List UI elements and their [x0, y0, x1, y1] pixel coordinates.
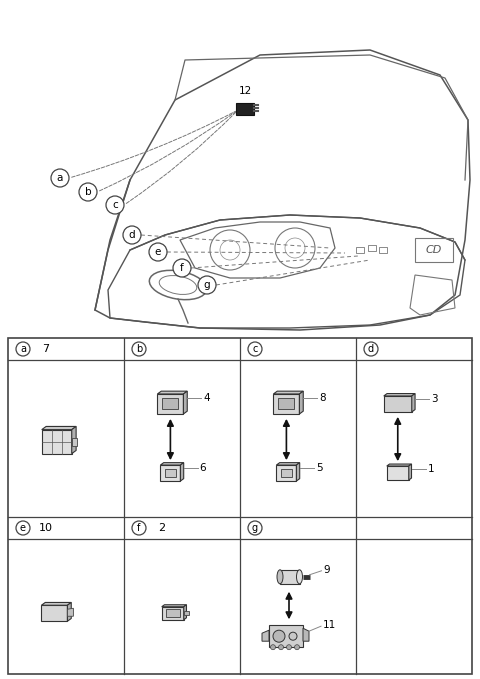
Circle shape — [106, 196, 124, 214]
Bar — [415, 238, 453, 262]
Circle shape — [248, 342, 262, 356]
Polygon shape — [160, 465, 180, 481]
Ellipse shape — [277, 570, 283, 584]
Polygon shape — [72, 426, 76, 454]
Circle shape — [248, 521, 262, 535]
Polygon shape — [387, 466, 409, 480]
Text: d: d — [129, 230, 135, 240]
Bar — [236, 103, 254, 115]
Text: 12: 12 — [239, 86, 252, 96]
Polygon shape — [42, 426, 76, 430]
Text: 4: 4 — [203, 392, 210, 403]
Text: 10: 10 — [39, 523, 53, 533]
Circle shape — [287, 644, 291, 650]
Polygon shape — [184, 611, 189, 615]
Text: c: c — [112, 200, 118, 210]
Ellipse shape — [297, 570, 302, 584]
Bar — [8, 338, 472, 674]
Polygon shape — [42, 430, 72, 454]
Bar — [368, 245, 376, 251]
Circle shape — [123, 226, 141, 244]
Circle shape — [271, 644, 276, 650]
Circle shape — [289, 632, 297, 640]
Circle shape — [273, 630, 285, 642]
Polygon shape — [162, 607, 184, 620]
Polygon shape — [276, 462, 300, 465]
Text: 8: 8 — [319, 392, 326, 403]
Circle shape — [79, 183, 97, 201]
Bar — [356, 247, 364, 253]
Polygon shape — [281, 469, 292, 477]
Polygon shape — [274, 394, 300, 414]
Circle shape — [16, 521, 30, 535]
Bar — [379, 247, 387, 253]
Text: e: e — [20, 523, 26, 533]
Text: 2: 2 — [158, 523, 166, 533]
Circle shape — [51, 169, 69, 187]
Polygon shape — [280, 570, 300, 584]
Polygon shape — [165, 469, 176, 477]
Circle shape — [198, 276, 216, 294]
Text: g: g — [252, 523, 258, 533]
Polygon shape — [274, 391, 303, 394]
Text: d: d — [368, 344, 374, 354]
Polygon shape — [296, 462, 300, 481]
Circle shape — [132, 521, 146, 535]
Polygon shape — [184, 605, 186, 620]
Text: f: f — [137, 523, 141, 533]
Polygon shape — [269, 625, 303, 647]
Polygon shape — [278, 399, 294, 409]
Polygon shape — [67, 602, 71, 621]
Polygon shape — [157, 391, 187, 394]
Circle shape — [149, 243, 167, 261]
Text: 6: 6 — [200, 463, 206, 473]
Text: 5: 5 — [316, 463, 323, 473]
Text: 3: 3 — [431, 394, 438, 404]
Polygon shape — [276, 465, 296, 481]
Text: 11: 11 — [323, 620, 336, 630]
Polygon shape — [162, 605, 186, 607]
Circle shape — [132, 342, 146, 356]
Text: c: c — [252, 344, 258, 354]
Text: 7: 7 — [42, 344, 49, 354]
Polygon shape — [409, 464, 411, 480]
Circle shape — [173, 259, 191, 277]
Polygon shape — [166, 609, 180, 617]
Polygon shape — [41, 605, 67, 621]
Polygon shape — [262, 630, 269, 641]
Circle shape — [364, 342, 378, 356]
Polygon shape — [162, 399, 179, 409]
Text: b: b — [84, 187, 91, 197]
Text: b: b — [136, 344, 142, 354]
Text: g: g — [204, 280, 210, 290]
Text: CD: CD — [426, 245, 442, 255]
Text: f: f — [180, 263, 184, 273]
Polygon shape — [72, 438, 77, 445]
Polygon shape — [67, 608, 73, 617]
Circle shape — [278, 644, 284, 650]
Polygon shape — [387, 464, 411, 466]
Polygon shape — [157, 394, 183, 414]
Polygon shape — [41, 602, 71, 605]
Polygon shape — [300, 391, 303, 414]
Polygon shape — [384, 394, 415, 396]
Text: e: e — [155, 247, 161, 257]
Circle shape — [295, 644, 300, 650]
Polygon shape — [303, 628, 309, 641]
Circle shape — [16, 342, 30, 356]
Polygon shape — [384, 396, 412, 412]
Text: a: a — [20, 344, 26, 354]
Polygon shape — [160, 462, 184, 465]
Polygon shape — [183, 391, 187, 414]
Text: 1: 1 — [428, 464, 434, 473]
Text: a: a — [57, 173, 63, 183]
Polygon shape — [412, 394, 415, 412]
Polygon shape — [180, 462, 184, 481]
Text: 9: 9 — [324, 565, 330, 575]
